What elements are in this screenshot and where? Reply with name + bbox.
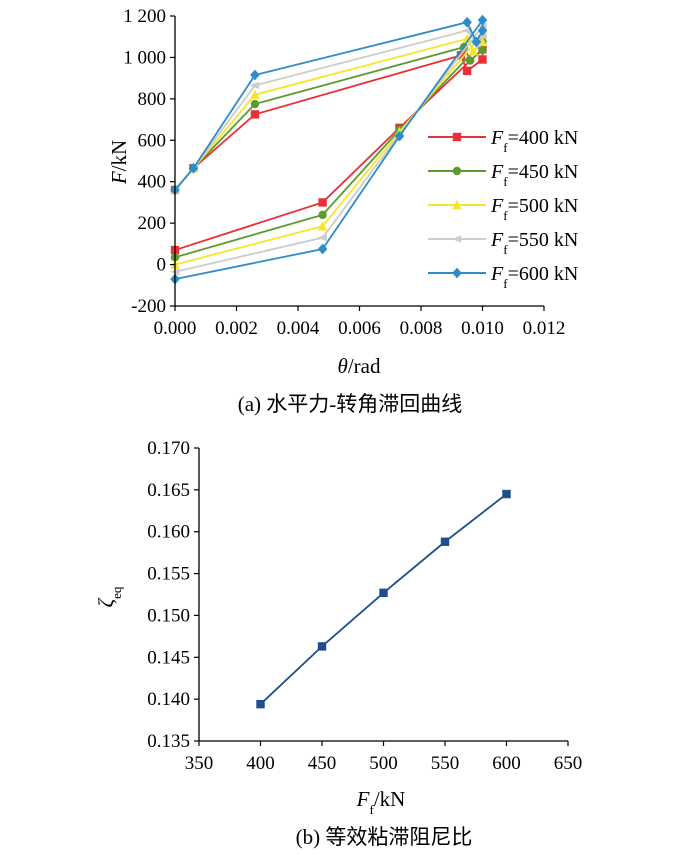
x-axis-label-symbol: F <box>356 787 370 811</box>
x-axis-label-sub: f <box>369 802 374 817</box>
x-axis-label: θ/rad <box>338 354 381 378</box>
y-tick-label: 0 <box>157 255 167 276</box>
legend: Ff=400 kN Ff=450 kN Ff=500 kN Ff=550 kN Ff=6… <box>428 127 578 291</box>
x-tick-label: 0.002 <box>215 318 258 339</box>
legend-label: Ff=400 kN <box>490 127 578 155</box>
y-axis-label-symbol: ζ <box>94 597 118 607</box>
legend-swatch-marker <box>452 132 462 142</box>
legend-swatch-marker <box>452 166 462 176</box>
x-tick-label: 0.008 <box>400 318 443 339</box>
x-tick-label: 450 <box>308 753 337 774</box>
y-tick-label: 400 <box>138 172 167 193</box>
x-tick-label: 550 <box>431 753 460 774</box>
x-axis-label-unit: /rad <box>348 354 381 378</box>
data-point <box>502 489 511 499</box>
data-point <box>317 243 328 255</box>
x-tick-label: 350 <box>185 753 214 774</box>
data-point <box>318 210 327 220</box>
data-point <box>188 162 199 174</box>
data-point <box>379 588 388 598</box>
y-tick-label: 200 <box>138 213 167 234</box>
data-point <box>250 69 260 81</box>
data-point <box>394 130 405 142</box>
y-tick-label: 0.165 <box>147 480 190 501</box>
data-point <box>250 99 260 109</box>
legend-label: Ff=550 kN <box>490 229 578 257</box>
data-point <box>471 36 482 48</box>
series-line <box>174 23 484 273</box>
series-line <box>259 493 508 705</box>
data-point <box>477 31 487 40</box>
caption-a: (a) 水平力-转角滞回曲线 <box>238 392 463 416</box>
x-tick-label: 0.010 <box>461 318 504 339</box>
x-tick-label: 0.006 <box>338 318 381 339</box>
x-tick-label: 0.012 <box>523 318 566 339</box>
data-point <box>478 45 487 55</box>
y-tick-label: -200 <box>131 296 166 317</box>
data-point <box>461 26 472 35</box>
y-tick-label: 600 <box>138 130 167 151</box>
data-point <box>462 33 472 43</box>
series-line <box>174 47 484 251</box>
y-tick-label: 800 <box>138 89 167 110</box>
y-axis-label-unit: /kN <box>107 140 131 172</box>
data-point <box>462 66 472 76</box>
legend-swatch-marker <box>452 199 462 210</box>
x-axis-label: Ff/kN <box>356 787 406 817</box>
y-tick-group: -200 0 200 400 600 800 1 000 1 200 <box>123 6 175 317</box>
data-point <box>249 81 260 90</box>
data-point <box>318 198 327 207</box>
y-tick-group: 0.135 0.140 0.145 0.150 0.155 0.160 0.165 0.170 <box>147 438 199 752</box>
hysteresis-series-group <box>169 14 488 285</box>
y-tick-label: 0.155 <box>147 564 190 585</box>
y-tick-label: 0.170 <box>147 438 190 459</box>
damping-ratio-chart: 350 400 450 500 550 600 650 0.1350.1400.1450.1… <box>94 438 582 849</box>
caption-b: (b) 等效粘滞阻尼比 <box>296 825 473 849</box>
y-axis-label-sub: eq <box>109 586 124 599</box>
y-tick-label: 0.160 <box>147 522 190 543</box>
data-point <box>317 233 327 242</box>
series-line <box>174 17 484 280</box>
y-tick-label: 0.140 <box>147 689 190 710</box>
y-tick-label: 1 000 <box>123 47 166 68</box>
data-point <box>256 699 265 709</box>
series-line <box>174 39 484 259</box>
data-point <box>317 221 328 231</box>
y-axis-label-symbol: F <box>107 171 131 185</box>
data-point <box>468 46 478 56</box>
y-tick-label: 0.145 <box>147 647 190 668</box>
legend-label: Ff=450 kN <box>490 161 578 189</box>
data-point <box>477 14 488 26</box>
data-point <box>462 16 472 28</box>
data-point <box>466 56 475 65</box>
x-axis-label-symbol: θ <box>338 354 348 378</box>
legend-label: Ff=500 kN <box>490 195 578 223</box>
x-tick-label: 0.000 <box>154 318 197 339</box>
x-tick-label: 600 <box>492 753 521 774</box>
data-point <box>250 89 260 99</box>
x-tick-group: 350 400 450 500 550 600 650 <box>185 741 583 774</box>
x-axis-label-unit: /kN <box>374 787 406 811</box>
damping-series-group <box>256 489 511 709</box>
x-tick-label: 400 <box>246 753 275 774</box>
x-tick-label: 0.004 <box>277 318 320 339</box>
x-tick-label: 500 <box>369 753 398 774</box>
hysteresis-chart: 0.000 0.002 0.004 0.006 0.008 0.010 0.012 -200… <box>107 6 578 416</box>
y-tick-label: 1 200 <box>123 6 166 27</box>
y-axis-label: F/kN <box>107 140 131 185</box>
data-point <box>477 25 488 36</box>
x-tick-group: 0.000 0.002 0.004 0.006 0.008 0.010 0.012 <box>154 306 566 339</box>
data-point <box>478 55 487 64</box>
x-tick-label: 650 <box>554 753 583 774</box>
y-tick-label: 0.150 <box>147 605 190 626</box>
legend-label: Ff=600 kN <box>490 263 578 291</box>
y-tick-label: 0.135 <box>147 731 190 752</box>
data-point <box>317 642 327 651</box>
data-point <box>440 537 450 546</box>
legend-swatch-marker <box>451 235 462 243</box>
legend-swatch-marker <box>452 267 462 279</box>
y-axis-label: ζeq <box>94 586 124 607</box>
data-point <box>250 110 260 119</box>
